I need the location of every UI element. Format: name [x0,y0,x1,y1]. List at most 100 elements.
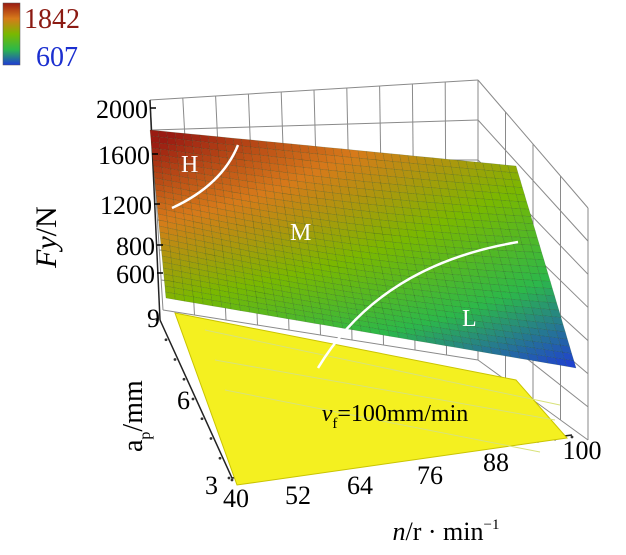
colorbar [2,2,21,66]
surface-cell [325,154,336,164]
ap-tick-labels: 9 6 3 [177,386,218,500]
ap-axis-tick-dot [164,338,168,342]
surface-cell [232,137,243,147]
surface-cell [309,152,320,162]
ap-axis-tick-dot [182,377,186,381]
surface-cell [291,143,302,153]
surface-cell [191,133,201,142]
surface-cell [276,156,287,166]
grid-line [151,119,479,131]
surface-cell [305,182,316,192]
surface-cell [283,150,295,160]
n-axis-label: n/r · min−1 [393,517,500,546]
surface-cell [242,145,253,155]
z-tick-label: 1200 [100,191,152,220]
surface-cell [234,151,245,161]
plane-label: vf=100mm/min [322,401,469,432]
surface-cell [258,147,269,157]
surface-cell [166,131,176,140]
surface-cell [241,138,252,148]
surface-cell [208,142,219,151]
boundary-h-m [171,144,240,210]
ap-axis-tick-dot [155,318,159,322]
ap-axis-tick-dot [209,437,213,440]
plane-contour [204,329,561,406]
surface-cell [316,146,327,156]
surface-cell [299,144,310,154]
surface-cell [564,359,577,369]
surface-cell [293,158,304,168]
plane-contours [204,329,561,453]
ap-axis-tick-dot [218,456,222,460]
z-tick-label: 2000 [96,95,148,124]
surface-cell [207,135,218,144]
n-tick-label: 40 [223,484,249,513]
surface-cell [310,160,321,170]
region-label-m: M [290,220,311,246]
n-tick-labels: 40 52 64 76 88 100 [223,436,602,513]
boundary-m-l [316,240,519,369]
n-tick-label: 52 [285,481,311,510]
n-tick-label: 64 [347,471,373,500]
surface-cell [266,141,277,150]
surface-cell [321,176,332,186]
surface-cell [149,129,160,138]
z-tick-label: 800 [116,232,155,261]
grid-line [477,79,589,209]
feed-rate-plane [174,312,568,486]
surface-cell [224,137,235,146]
z-tick-label: 600 [116,260,155,289]
z-tick-labels: 2000 1600 1200 800 600 9 [96,95,160,333]
plane-contour [224,389,541,453]
surface-cell [318,161,329,171]
surface-cell [268,155,279,165]
z-tick-marks [150,107,163,274]
ap-tick-label: 3 [205,471,218,500]
colorbar-min-label: 607 [36,42,78,73]
grid-line [149,79,479,101]
plane-contour [214,359,556,421]
surface-cell [250,146,261,156]
surface-cell [217,143,227,152]
surface-cell [303,167,314,177]
surface-cell [277,164,288,174]
surface-cell [317,153,328,163]
z-axis-label: Fy/N [30,206,63,269]
ap-tick-label: 6 [177,386,190,415]
surface-cell [257,140,268,150]
z-tick-label: 9 [147,304,160,333]
surface-cell [183,133,193,141]
surface-cell [311,168,322,178]
surface-cell [278,171,290,181]
surface-cell [312,175,324,185]
grid-line [477,119,589,242]
surface-cell [287,172,298,182]
surface-cell [331,185,342,195]
region-label-h: H [181,152,198,178]
surface-cell [285,157,296,167]
surface-cell [275,149,286,159]
region-label-l: L [462,306,477,332]
surface-cell [297,180,308,190]
n-tick-label: 76 [417,461,443,490]
surface-cell [286,165,297,175]
n-axis-tick-dot [570,435,574,439]
surface-cell [174,132,185,140]
ap-axis-tick-dot [173,358,177,361]
surface-cell [292,151,303,161]
surface-cell [307,145,318,155]
ap-axis-tick-dot [191,397,195,401]
ap-axis-label: ap/mm [118,380,154,452]
surface-cell [267,148,278,158]
surface-cell [314,183,325,193]
response-surface [149,129,577,369]
surface-cell [282,142,293,152]
n-tick-label: 88 [483,448,509,477]
n-axis-tick-dot [230,478,234,482]
surface-cell [274,142,285,151]
surface-cell [216,136,227,145]
z-tick-label: 1600 [98,141,150,170]
surface-cell [225,144,236,153]
surface-cell [269,163,280,172]
surface-cell [328,169,339,180]
